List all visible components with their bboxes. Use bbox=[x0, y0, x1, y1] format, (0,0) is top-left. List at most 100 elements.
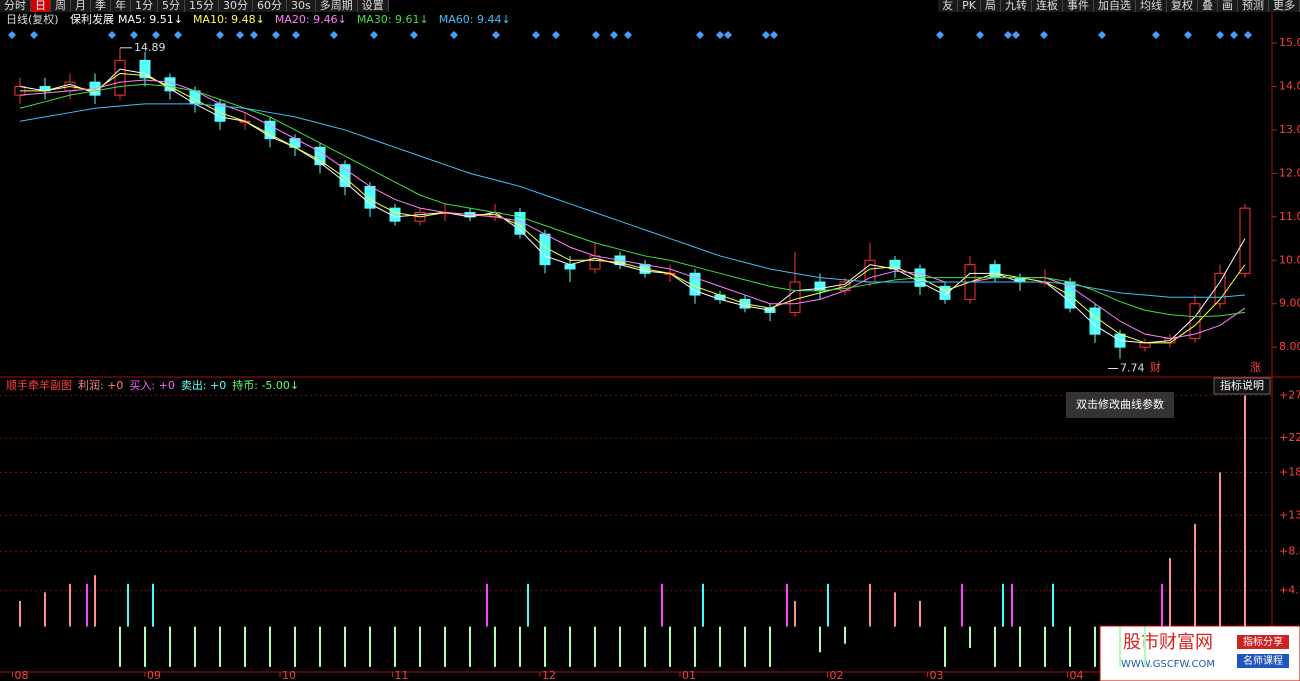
y-tick-label: 11.00 bbox=[1279, 210, 1300, 223]
indicator-bar bbox=[661, 583, 663, 627]
candle-body bbox=[139, 59, 151, 79]
candle-body bbox=[1139, 342, 1151, 348]
signal-diamond bbox=[8, 31, 16, 39]
indicator-bar bbox=[119, 626, 121, 667]
indicator-bar bbox=[1069, 626, 1071, 667]
toolbar-button[interactable]: 加自选 bbox=[1094, 0, 1136, 12]
candle-body bbox=[114, 59, 126, 96]
legend-label: MA10: 9.48↓ bbox=[193, 13, 265, 26]
toolbar-button[interactable]: 60分 bbox=[253, 0, 287, 12]
legend-label: MA30: 9.61↓ bbox=[357, 13, 429, 26]
indicator-bar bbox=[469, 626, 471, 667]
indicator-bar bbox=[194, 626, 196, 667]
indicator-bar bbox=[594, 626, 596, 667]
annotation: 财 bbox=[1150, 360, 1161, 374]
indicator-bar bbox=[694, 626, 696, 667]
toolbar-button[interactable]: 1分 bbox=[131, 0, 158, 12]
spacer bbox=[388, 0, 939, 12]
toolbar-button[interactable]: 画 bbox=[1218, 0, 1238, 12]
ma-line bbox=[19, 79, 1246, 340]
toolbar-button[interactable]: 友 bbox=[938, 0, 959, 12]
toolbar-button[interactable]: 复权 bbox=[1167, 0, 1198, 12]
indicator-bar bbox=[786, 583, 788, 627]
indicator-bar bbox=[969, 626, 971, 649]
help-button-label[interactable]: 指标说明 bbox=[1220, 378, 1264, 392]
x-tick-label: 01 bbox=[682, 669, 696, 681]
toolbar-button[interactable]: 均线 bbox=[1136, 0, 1167, 12]
watermark-title: 股市财富网 bbox=[1123, 632, 1213, 653]
signal-diamond bbox=[1184, 31, 1192, 39]
indicator-bar bbox=[1244, 395, 1246, 627]
toolbar-button[interactable]: 日 bbox=[31, 0, 51, 12]
toolbar-button[interactable]: 叠 bbox=[1198, 0, 1218, 12]
legend-label: 利润: +0 bbox=[78, 378, 123, 392]
toolbar-button[interactable]: 年 bbox=[111, 0, 131, 12]
signal-diamond bbox=[1216, 31, 1224, 39]
indicator-bar bbox=[269, 626, 271, 667]
toolbar-button[interactable]: 九转 bbox=[1001, 0, 1032, 12]
indicator-bar bbox=[519, 626, 521, 667]
indicator-bar bbox=[1044, 626, 1046, 667]
signal-diamond bbox=[1098, 31, 1106, 39]
toolbar-button[interactable]: PK bbox=[958, 0, 981, 12]
candle-body bbox=[1089, 307, 1101, 335]
indicator-bar bbox=[827, 583, 829, 627]
toolbar-button[interactable]: 分时 bbox=[0, 0, 31, 12]
toolbar-button[interactable]: 局 bbox=[981, 0, 1001, 12]
toolbar-button[interactable]: 5分 bbox=[158, 0, 185, 12]
indicator-bar bbox=[702, 583, 704, 627]
x-tick-label: 04 bbox=[1070, 669, 1084, 681]
toolbar-button[interactable]: 多周期 bbox=[315, 0, 358, 12]
indicator-bar bbox=[144, 626, 146, 667]
help-button[interactable] bbox=[1213, 377, 1271, 395]
signal-diamond bbox=[592, 31, 600, 39]
signal-diamond bbox=[174, 31, 182, 39]
toolbar-button[interactable]: 季 bbox=[91, 0, 111, 12]
indicator-bar bbox=[486, 583, 488, 627]
legend-label: MA20: 9.46↓ bbox=[275, 13, 347, 26]
indicator-bar bbox=[944, 626, 946, 667]
signal-diamond bbox=[1152, 31, 1160, 39]
indicator-bar bbox=[994, 626, 996, 667]
indicator-bar bbox=[494, 626, 496, 667]
indicator-bar bbox=[127, 583, 129, 627]
indicator-bar bbox=[1094, 626, 1096, 667]
legend-label: MA60: 9.44↓ bbox=[439, 13, 511, 26]
indicator-bar bbox=[744, 626, 746, 667]
indicator-bar bbox=[919, 600, 921, 627]
indicator-bar bbox=[94, 575, 96, 627]
indicator-bar bbox=[394, 626, 396, 667]
toolbar-button[interactable]: 30s bbox=[287, 0, 316, 12]
stock-name: 保利发展 bbox=[70, 12, 114, 26]
toolbar-button[interactable]: 周 bbox=[51, 0, 71, 12]
ma-line bbox=[20, 72, 1246, 344]
signal-diamond bbox=[292, 31, 300, 39]
signal-diamond bbox=[1244, 31, 1252, 39]
signal-diamond bbox=[410, 31, 418, 39]
y-tick-label: 14.00 bbox=[1279, 79, 1300, 92]
y-tick-label: 15.00 bbox=[1279, 36, 1300, 49]
toolbar-button[interactable]: 30分 bbox=[219, 0, 253, 12]
toolbar-button[interactable]: 事件 bbox=[1063, 0, 1094, 12]
indicator-bar bbox=[169, 626, 171, 667]
tooltip: 双击修改曲线参数 bbox=[1076, 397, 1164, 411]
signal-diamond bbox=[532, 31, 540, 39]
indicator-bar bbox=[1219, 472, 1221, 627]
watermark bbox=[1099, 625, 1300, 681]
indicator-bar bbox=[444, 626, 446, 667]
x-tick-label: 09 bbox=[147, 669, 161, 681]
toolbar-button[interactable]: 预测 bbox=[1238, 0, 1269, 12]
candle-body bbox=[264, 120, 276, 140]
signal-diamond bbox=[330, 31, 338, 39]
toolbar-button[interactable]: 连板 bbox=[1032, 0, 1063, 12]
legend-label: 卖出: +0 bbox=[181, 378, 226, 392]
indicator-bar bbox=[319, 626, 321, 667]
signal-diamond bbox=[770, 31, 778, 39]
signal-diamond bbox=[610, 31, 618, 39]
toolbar-button[interactable]: 设置 bbox=[357, 0, 389, 12]
toolbar-button[interactable]: 15分 bbox=[185, 0, 219, 12]
indicator-bar bbox=[344, 626, 346, 667]
toolbar-button[interactable]: 月 bbox=[71, 0, 91, 12]
indicator-bar bbox=[794, 600, 796, 627]
